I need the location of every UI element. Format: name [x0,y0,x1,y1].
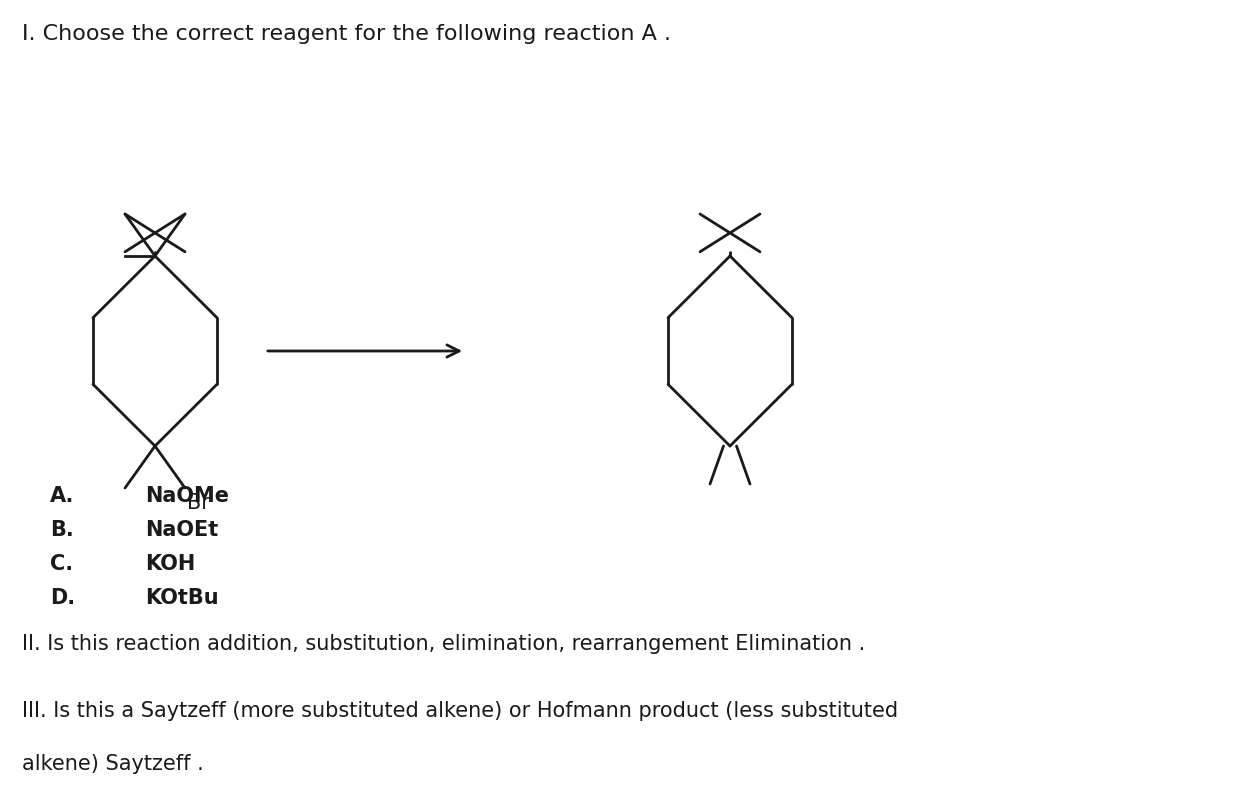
Text: D.: D. [50,588,75,608]
Text: III. Is this a Saytzeff (more substituted alkene) or Hofmann product (less subst: III. Is this a Saytzeff (more substitute… [21,701,898,721]
Text: KOtBu: KOtBu [145,588,219,608]
Text: II. Is this reaction addition, substitution, elimination, rearrangement Eliminat: II. Is this reaction addition, substitut… [21,634,866,654]
Text: KOH: KOH [145,554,195,574]
Text: NaOMe: NaOMe [145,486,229,506]
Text: A.: A. [50,486,74,506]
Text: Br: Br [187,493,210,513]
Text: B.: B. [50,520,74,540]
Text: C.: C. [50,554,73,574]
Text: I. Choose the correct reagent for the following reaction A .: I. Choose the correct reagent for the fo… [21,24,671,44]
Text: NaOEt: NaOEt [145,520,218,540]
Text: alkene) Saytzeff .: alkene) Saytzeff . [21,754,204,774]
